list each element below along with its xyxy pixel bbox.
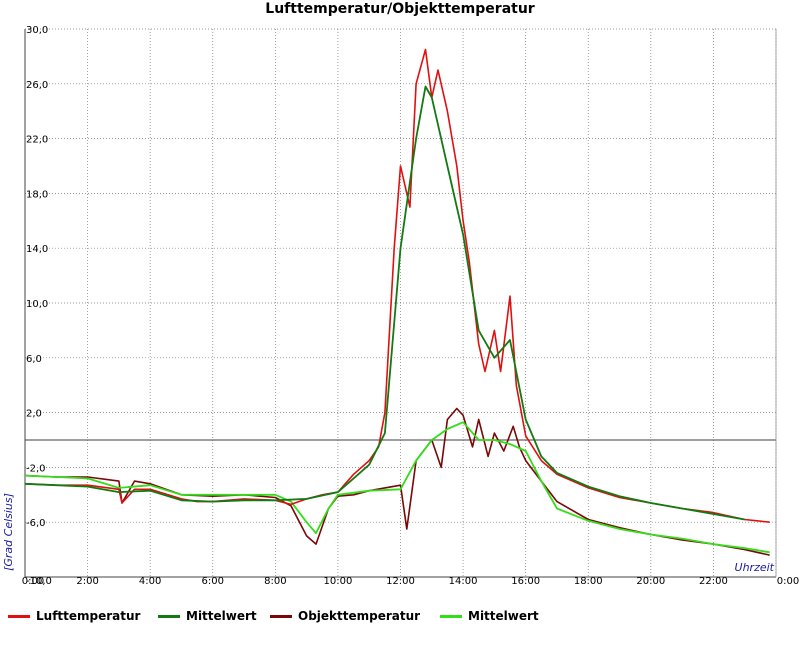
x-tick-label: 4:00 [139, 576, 161, 587]
legend-label: Mittelwert [186, 609, 257, 623]
y-tick-label: 14,0 [26, 244, 48, 255]
legend: Lufttemperatur Mittelwert Objekttemperatur… [0, 606, 800, 628]
legend-swatch [270, 614, 292, 618]
legend-swatch [8, 614, 30, 618]
series-line-3 [24, 407, 770, 556]
y-tick-label: 30,0 [26, 25, 48, 36]
series-line-4 [24, 421, 770, 554]
y-tick-label: 6,0 [26, 354, 42, 365]
legend-item: Mittelwert [158, 606, 257, 626]
x-tick-label: 6:00 [202, 576, 224, 587]
x-tick-label: 0:00 [777, 576, 799, 587]
y-tick-label: -2,0 [26, 463, 46, 474]
x-tick-label: 8:00 [264, 576, 286, 587]
x-tick-label: 12:00 [386, 576, 415, 587]
legend-item: Mittelwert [440, 606, 539, 626]
legend-item: Lufttemperatur [8, 606, 140, 626]
y-tick-label: -6,0 [26, 518, 46, 529]
chart-plot: 0:00 2:00 4:00 6:00 8:00 10:00 12:00 14:00 16:00… [2, 25, 799, 587]
tick-labels: 0:00 2:00 4:00 6:00 8:00 10:00 12:00 14:00 16:00… [22, 25, 799, 587]
y-tick-label: 18,0 [26, 189, 48, 200]
y-tick-label: 2,0 [26, 409, 42, 420]
legend-label: Mittelwert [468, 609, 539, 623]
y-tick-label: 26,0 [26, 80, 48, 91]
chart-title: Lufttemperatur/Objekttemperatur [265, 1, 535, 17]
x-tick-label: 18:00 [574, 576, 603, 587]
x-tick-label: 2:00 [76, 576, 98, 587]
legend-label: Objekttemperatur [298, 609, 421, 623]
x-tick-label: 16:00 [511, 576, 540, 587]
x-tick-label: 10:00 [324, 576, 353, 587]
series-group [24, 48, 770, 556]
axes [24, 29, 777, 578]
y-tick-label: -10,0 [26, 576, 52, 587]
x-tick-label: 14:00 [449, 576, 478, 587]
y-tick-label: 22,0 [26, 135, 48, 146]
y-axis-label: [Grad Celsius] [2, 493, 15, 571]
x-tick-label: 22:00 [699, 576, 728, 587]
legend-label: Lufttemperatur [36, 609, 141, 623]
legend-swatch [440, 614, 462, 618]
legend-item: Objekttemperatur [270, 606, 420, 626]
grid [24, 28, 777, 578]
x-tick-label: 20:00 [636, 576, 665, 587]
legend-swatch [158, 614, 180, 618]
x-tick-label: 0:00 [22, 576, 44, 587]
y-tick-label: 10,0 [26, 299, 48, 310]
x-axis-label: Uhrzeit [735, 561, 775, 574]
series-line-2 [24, 85, 745, 521]
